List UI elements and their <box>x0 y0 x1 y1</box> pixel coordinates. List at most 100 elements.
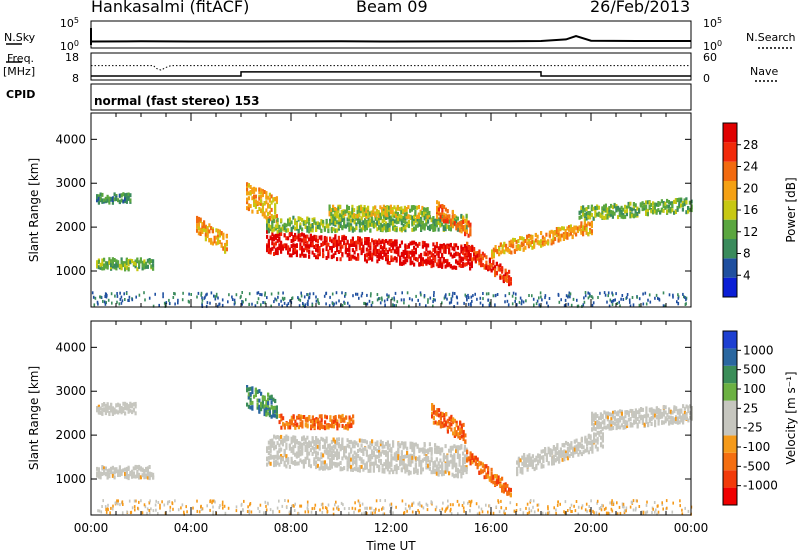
freq-panel-frame <box>90 52 692 81</box>
velocity-echo-cells <box>96 385 693 498</box>
power-colorbar-title: Power [dB] <box>784 177 798 242</box>
station-title: Hankasalmi (fitACF) <box>91 0 250 16</box>
cpid-label: CPID <box>6 88 36 101</box>
power-echo-band <box>328 204 431 219</box>
velocity-colorbar-label: 500 <box>743 363 766 377</box>
power-ytick-label: 4000 <box>55 132 86 146</box>
power-colorbar-swatch <box>723 123 737 143</box>
power-echo-band <box>96 257 155 272</box>
velocity-colorbar-swatch <box>723 348 737 366</box>
frequency-line <box>91 71 691 77</box>
nave-label: Nave <box>750 65 779 78</box>
velocity-colorbar-swatch <box>723 418 737 436</box>
power-colorbar-label: 20 <box>743 181 758 195</box>
velocity-colorbar-swatch <box>723 452 737 471</box>
nave-line <box>91 65 691 71</box>
velocity-colorbar-swatch <box>723 487 737 505</box>
velocity-colorbar-label: 25 <box>743 401 758 415</box>
beam-title: Beam 09 <box>356 0 428 16</box>
power-echo-band <box>466 241 512 287</box>
time-xtick-label: 20:00 <box>574 521 609 535</box>
velocity-ytick-label: 2000 <box>55 428 86 442</box>
velocity-echo-band <box>278 413 355 431</box>
noise-ytick-bottom: 100 <box>60 39 79 53</box>
power-echo-band <box>436 200 472 238</box>
velocity-echo-band <box>246 385 278 419</box>
power-echo-cells <box>96 182 693 287</box>
velocity-colorbar-title: Velocity [m s⁻¹] <box>784 371 798 464</box>
time-xtick-label: 12:00 <box>374 521 409 535</box>
power-colorbar-swatch <box>723 161 737 181</box>
power-colorbar-label: 28 <box>743 138 758 152</box>
velocity-echo-band <box>516 429 604 477</box>
power-colorbar-swatch <box>723 181 737 201</box>
velocity-colorbar-label: -500 <box>743 459 770 473</box>
power-echo-band <box>266 213 468 234</box>
velocity-colorbar-swatch <box>723 470 737 488</box>
power-colorbar-label: 24 <box>743 160 758 174</box>
nsky-label: N.Sky <box>4 31 36 44</box>
velocity-colorbar-label: -25 <box>743 421 763 435</box>
velocity-colorbar-swatch <box>723 400 737 418</box>
time-xtick-label: 04:00 <box>174 521 209 535</box>
velocity-colorbar-label: 1000 <box>743 343 774 357</box>
velocity-colorbar-swatch <box>723 331 737 349</box>
nsearch-label: N.Search <box>746 31 796 44</box>
power-colorbar-swatch <box>723 219 737 239</box>
power-echo-band <box>196 215 228 254</box>
cpid-value: normal (fast stereo) 153 <box>94 94 260 108</box>
noise-panel-frame <box>90 20 692 49</box>
freq-ytick-bottom: 8 <box>72 72 79 85</box>
power-colorbar-label: 8 <box>743 247 751 261</box>
nave-ytick-top: 60 <box>703 51 717 64</box>
power-colorbar-label: 16 <box>743 203 758 217</box>
power-echo-band <box>96 192 132 205</box>
velocity-echo-band <box>266 434 468 479</box>
noise-ytick-top: 105 <box>60 16 79 30</box>
velocity-colorbar-swatch <box>723 383 737 401</box>
power-ytick-label: 3000 <box>55 176 86 190</box>
velocity-colorbar-swatch <box>723 435 737 453</box>
noise-ytick-bottom-right: 100 <box>703 39 722 53</box>
velocity-ytick-label: 3000 <box>55 384 86 398</box>
velocity-colorbar-swatch <box>723 365 737 384</box>
velocity-colorbar-label: -1000 <box>743 479 778 493</box>
velocity-ylabel: Slant Range [km] <box>27 366 41 470</box>
power-ylabel: Slant Range [km] <box>27 158 41 262</box>
date-title: 26/Feb/2013 <box>590 0 691 16</box>
velocity-ytick-label: 1000 <box>55 472 86 486</box>
power-colorbar-swatch <box>723 239 737 259</box>
power-colorbar-label: 4 <box>743 268 751 282</box>
velocity-colorbar-label: 100 <box>743 382 766 396</box>
nave-ytick-bottom: 0 <box>703 72 710 85</box>
power-colorbar-swatch <box>723 200 737 220</box>
velocity-echo-band <box>96 464 155 481</box>
power-echo-band <box>578 197 693 222</box>
velocity-echo-band <box>466 449 512 498</box>
velocity-echo-band <box>96 401 137 416</box>
power-colorbar-swatch <box>723 258 737 278</box>
cpid-panel-frame <box>90 83 692 111</box>
velocity-ground-scatter <box>97 499 693 516</box>
velocity-colorbar-frame <box>722 330 738 506</box>
velocity-colorbar-label: -100 <box>743 440 770 454</box>
noise-search-line <box>90 35 691 43</box>
power-ytick-label: 1000 <box>55 264 86 278</box>
power-echo-band <box>491 220 593 260</box>
freq-unit-label: [MHz] <box>3 65 36 78</box>
noise-ytick-top-right: 105 <box>703 16 722 30</box>
velocity-ytick-label: 4000 <box>55 340 86 354</box>
velocity-echo-band <box>591 404 693 432</box>
velocity-echo-band <box>431 403 467 444</box>
power-colorbar-label: 12 <box>743 225 758 239</box>
time-xtick-label: 08:00 <box>274 521 309 535</box>
power-ytick-label: 2000 <box>55 220 86 234</box>
power-colorbar-swatch <box>723 142 737 162</box>
time-xtick-label: 16:00 <box>474 521 509 535</box>
freq-ytick-top: 18 <box>65 51 79 64</box>
time-xlabel: Time UT <box>365 539 416 553</box>
power-ground-scatter <box>91 291 688 308</box>
power-colorbar-swatch <box>723 277 737 297</box>
power-echo-band <box>266 229 473 271</box>
power-echo-band <box>246 182 278 224</box>
